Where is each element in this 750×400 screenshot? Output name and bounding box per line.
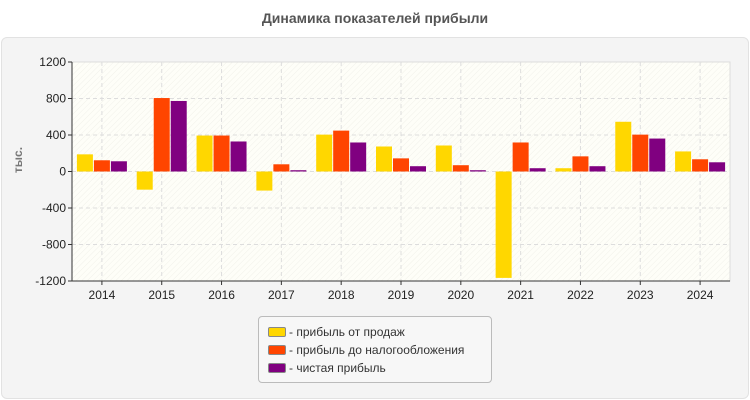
legend-item: - прибыль до налогообложения bbox=[268, 342, 464, 358]
legend-swatch bbox=[268, 327, 286, 337]
legend: - прибыль от продаж - прибыль до налогоо… bbox=[258, 316, 492, 383]
legend-item: - прибыль от продаж bbox=[268, 324, 405, 340]
x-tick-label: 2024 bbox=[687, 288, 714, 302]
legend-swatch bbox=[268, 345, 286, 355]
bar-2024-series-2 bbox=[692, 159, 709, 172]
y-tick-label: 0 bbox=[59, 165, 66, 179]
bar-2018-series-3 bbox=[350, 142, 367, 172]
bar-2016-series-3 bbox=[230, 141, 247, 172]
x-tick-label: 2015 bbox=[148, 288, 175, 302]
y-tick-label: -800 bbox=[42, 238, 66, 252]
bar-2020-series-3 bbox=[469, 170, 486, 172]
legend-label: - прибыль до налогообложения bbox=[289, 343, 465, 357]
chart-title: Динамика показателей прибыли bbox=[261, 10, 489, 26]
bar-2016-series-2 bbox=[213, 135, 230, 172]
bar-2016-series-1 bbox=[196, 135, 213, 172]
bar-2018-series-1 bbox=[316, 134, 333, 172]
y-axis-label: тыс. bbox=[11, 147, 25, 173]
bar-2014-series-2 bbox=[93, 160, 110, 172]
y-tick-label: 800 bbox=[46, 92, 66, 106]
bar-2019-series-1 bbox=[376, 146, 392, 172]
bar-2023-series-2 bbox=[632, 134, 649, 172]
legend-swatch bbox=[268, 363, 286, 373]
bar-2019-series-2 bbox=[393, 158, 409, 172]
y-tick-label: 1200 bbox=[39, 55, 66, 69]
y-tick-label: 400 bbox=[46, 128, 66, 142]
x-tick-label: 2022 bbox=[567, 288, 594, 302]
x-tick-label: 2021 bbox=[507, 288, 534, 302]
bar-2023-series-1 bbox=[615, 121, 632, 172]
bar-2023-series-3 bbox=[649, 138, 666, 172]
x-tick-label: 2016 bbox=[208, 288, 235, 302]
x-tick-label: 2017 bbox=[268, 288, 295, 302]
bar-2022-series-2 bbox=[572, 156, 589, 172]
bar-2017-series-3 bbox=[290, 170, 307, 172]
bar-2017-series-1 bbox=[256, 171, 273, 191]
bar-2015-series-2 bbox=[153, 98, 170, 172]
bar-2015-series-3 bbox=[170, 100, 187, 172]
bar-2022-series-3 bbox=[589, 166, 606, 172]
bar-2024-series-3 bbox=[709, 162, 726, 172]
bar-2020-series-2 bbox=[452, 165, 469, 172]
bar-2021-series-2 bbox=[512, 142, 529, 172]
x-tick-label: 2014 bbox=[89, 288, 116, 302]
bar-2015-series-1 bbox=[136, 171, 153, 190]
bar-2019-series-3 bbox=[410, 166, 426, 172]
bar-2024-series-1 bbox=[675, 151, 692, 172]
x-tick-label: 2020 bbox=[447, 288, 474, 302]
bar-2020-series-1 bbox=[435, 145, 452, 172]
legend-item: - чистая прибыль bbox=[268, 360, 386, 376]
bar-2022-series-1 bbox=[555, 168, 572, 172]
bar-2014-series-1 bbox=[76, 154, 93, 172]
bar-2014-series-3 bbox=[110, 161, 127, 172]
legend-label: - прибыль от продаж bbox=[289, 325, 405, 339]
bar-2018-series-2 bbox=[333, 130, 350, 172]
bar-2021-series-3 bbox=[529, 168, 546, 172]
legend-label: - чистая прибыль bbox=[289, 361, 386, 375]
bar-2021-series-1 bbox=[495, 171, 512, 278]
x-tick-label: 2019 bbox=[388, 288, 415, 302]
y-tick-label: -400 bbox=[42, 201, 66, 215]
x-tick-label: 2018 bbox=[328, 288, 355, 302]
bar-2017-series-2 bbox=[273, 164, 290, 172]
x-tick-label: 2023 bbox=[627, 288, 654, 302]
y-tick-label: -1200 bbox=[35, 274, 66, 288]
